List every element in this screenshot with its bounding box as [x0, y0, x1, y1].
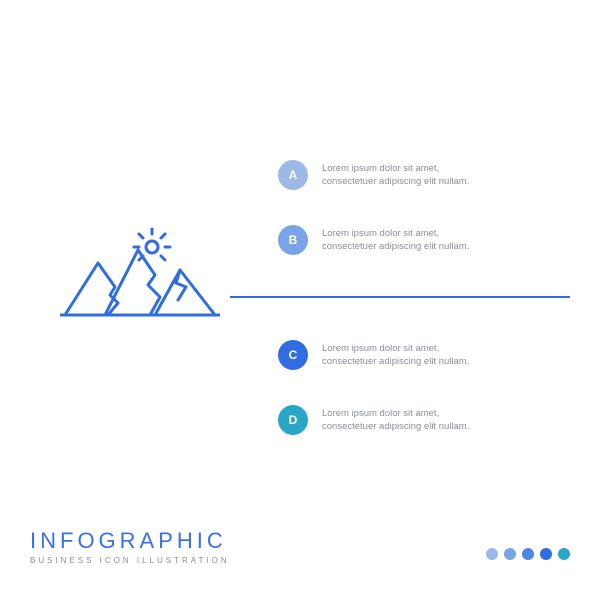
item-text-line: Lorem ipsum dolor sit amet,	[322, 228, 469, 241]
item-text: Lorem ipsum dolor sit amet,consectetuer …	[322, 225, 469, 254]
info-item-c: C Lorem ipsum dolor sit amet,consectetuer…	[278, 340, 469, 370]
item-text-line: consectetuer adipiscing elit nullam.	[322, 421, 469, 434]
info-item-a: A Lorem ipsum dolor sit amet,consectetuer…	[278, 160, 469, 190]
palette-dot-3	[540, 548, 552, 560]
color-dots	[486, 548, 570, 560]
bullet-c: C	[278, 340, 308, 370]
item-text-line: consectetuer adipiscing elit nullam.	[322, 176, 469, 189]
info-item-d: D Lorem ipsum dolor sit amet,consectetuer…	[278, 405, 469, 435]
info-item-b: B Lorem ipsum dolor sit amet,consectetuer…	[278, 225, 469, 255]
palette-dot-4	[558, 548, 570, 560]
bullet-b: B	[278, 225, 308, 255]
item-text: Lorem ipsum dolor sit amet,consectetuer …	[322, 405, 469, 434]
horizontal-divider	[230, 296, 570, 298]
infographic-canvas: ALorem ipsum dolor sit amet,consectetuer…	[0, 0, 600, 600]
bullet-a: A	[278, 160, 308, 190]
item-text: Lorem ipsum dolor sit amet,consectetuer …	[322, 340, 469, 369]
item-text-line: Lorem ipsum dolor sit amet,	[322, 343, 469, 356]
palette-dot-1	[504, 548, 516, 560]
palette-dot-2	[522, 548, 534, 560]
item-text-line: Lorem ipsum dolor sit amet,	[322, 163, 469, 176]
item-text: Lorem ipsum dolor sit amet,consectetuer …	[322, 160, 469, 189]
bullet-d: D	[278, 405, 308, 435]
mountain-sun-icon	[60, 225, 220, 325]
palette-dot-0	[486, 548, 498, 560]
item-text-line: Lorem ipsum dolor sit amet,	[322, 408, 469, 421]
item-text-line: consectetuer adipiscing elit nullam.	[322, 241, 469, 254]
item-text-line: consectetuer adipiscing elit nullam.	[322, 356, 469, 369]
